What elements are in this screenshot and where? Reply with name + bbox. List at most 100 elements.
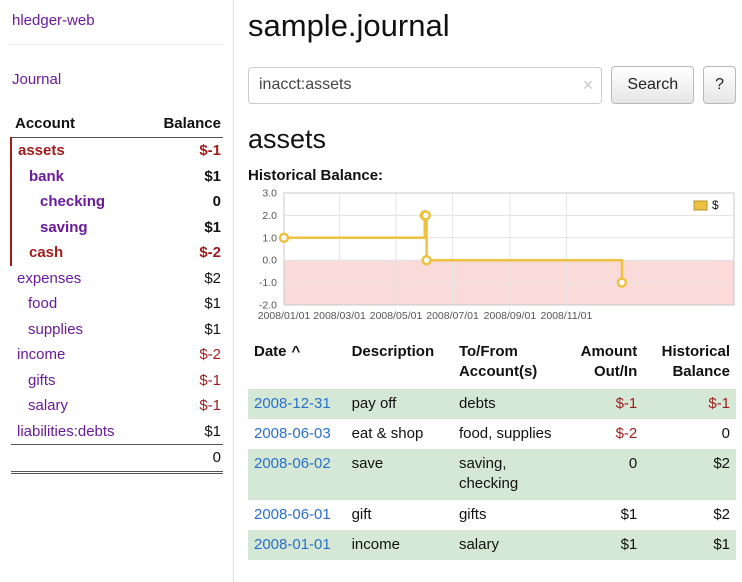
register-cell-amount: $-2	[615, 424, 638, 442]
account-balance: $2	[204, 269, 221, 287]
register-cell-accounts: salary	[458, 535, 499, 553]
register-cell-amount: $1	[620, 535, 638, 553]
account-link[interactable]: expenses	[17, 269, 82, 287]
journal-link[interactable]: Journal	[12, 71, 62, 88]
account-row: cash $-2	[9, 240, 223, 266]
register-cell-amount: $1	[620, 505, 638, 523]
account-row: bank $1	[9, 163, 223, 189]
account-balance: $-1	[199, 397, 221, 414]
search-input[interactable]	[248, 66, 603, 104]
register-header-description: Description	[351, 343, 435, 360]
register-row: 2008-12-31 pay off debts $-1 $-1	[248, 388, 736, 419]
register-header-accounts: To/From Account(s)	[458, 343, 538, 381]
register-cell-accounts: saving, checking	[458, 455, 519, 493]
account-row: expenses $2	[11, 266, 223, 292]
account-name-cell: saving	[9, 214, 144, 240]
account-row: supplies $1	[11, 317, 223, 343]
account-heading: assets	[248, 124, 327, 154]
register-row: 2008-06-01 gift gifts $1 $2	[248, 500, 736, 530]
register-cell-accounts: debts	[458, 394, 496, 412]
transaction-date-link[interactable]: 2008-01-01	[254, 535, 331, 553]
search-bar: × Search ?	[248, 66, 736, 104]
account-link[interactable]: saving	[40, 218, 88, 236]
account-name-cell: food	[11, 291, 143, 317]
account-link[interactable]: cash	[29, 244, 64, 261]
register-cell-accounts: gifts	[458, 505, 487, 523]
sidebar: hledger-web Journal Account Balance asse…	[0, 0, 234, 582]
register-cell-accounts: food, supplies	[458, 424, 552, 442]
register-cell-balance: $-1	[708, 394, 730, 412]
account-row: checking 0	[9, 189, 223, 215]
y-tick-label: 3.0	[262, 188, 277, 200]
register-header-date[interactable]: Date ^	[254, 343, 301, 360]
account-link[interactable]: salary	[28, 397, 69, 414]
register-header-balance: Historical Balance	[661, 343, 730, 381]
app-title-bar: hledger-web	[10, 10, 223, 45]
account-link[interactable]: checking	[40, 193, 106, 210]
y-tick-label: -1.0	[259, 277, 277, 289]
account-link[interactable]: assets	[18, 142, 65, 159]
chart-point	[616, 277, 628, 288]
transaction-date-link[interactable]: 2008-06-03	[254, 424, 331, 442]
y-tick-label: -2.0	[259, 300, 277, 312]
account-name-cell: income	[11, 342, 143, 368]
account-link[interactable]: supplies	[28, 320, 84, 338]
account-balance: $-1	[199, 142, 221, 159]
account-balance: $-2	[199, 346, 221, 363]
account-name-cell: checking	[9, 189, 144, 215]
search-box: ×	[248, 66, 603, 104]
account-link[interactable]: gifts	[28, 371, 56, 389]
account-link[interactable]: food	[28, 295, 58, 312]
y-tick-label: 2.0	[262, 210, 277, 222]
register-cell-balance: $2	[713, 505, 730, 523]
account-balance: $1	[204, 167, 221, 185]
register-row: 2008-06-02 save saving, checking 0 $2	[248, 449, 736, 500]
register-cell-balance: $2	[713, 455, 730, 472]
chart-point	[278, 232, 290, 244]
account-balance: $1	[204, 218, 221, 236]
account-name-cell: bank	[9, 163, 144, 189]
accounts-header-balance: Balance	[143, 113, 223, 138]
account-row: assets $-1	[9, 137, 223, 164]
app-home-link[interactable]: hledger-web	[12, 12, 95, 29]
x-tick-label: 2008/11/01	[541, 310, 593, 322]
legend-label: $	[712, 198, 719, 212]
account-row: liabilities:debts $1	[11, 419, 223, 445]
register-cell-date: 2008-12-31	[248, 389, 346, 419]
account-balance: $1	[204, 422, 221, 440]
register-header-amount: Amount Out/In	[580, 343, 638, 381]
account-name-cell: assets	[9, 137, 144, 164]
register-row: 2008-06-03 eat & shop food, supplies $-2 0	[248, 419, 736, 449]
x-tick-label: 2008/03/01	[313, 310, 366, 322]
transaction-date-link[interactable]: 2008-06-01	[254, 505, 331, 523]
account-link[interactable]: bank	[29, 167, 65, 185]
account-row: saving $1	[9, 214, 223, 240]
page-title: sample.journal	[248, 8, 450, 43]
clear-search-icon[interactable]: ×	[582, 75, 594, 95]
account-balance: 0	[212, 193, 221, 210]
x-tick-label: 2008/07/01	[426, 310, 479, 322]
account-balance: $-1	[199, 371, 221, 389]
account-name-cell: gifts	[11, 368, 143, 394]
account-row: gifts $-1	[11, 368, 223, 394]
register-header-row: Date ^ Description To/From Account(s) Amount O…	[248, 340, 736, 389]
accounts-table: Account Balance assets $-1 bank $1 checking 0…	[9, 113, 223, 474]
account-name-cell: salary	[11, 393, 143, 419]
register-row: 2008-01-01 income salary $1 $1	[248, 529, 736, 560]
transaction-date-link[interactable]: 2008-12-31	[254, 394, 331, 412]
register-table: Date ^ Description To/From Account(s) Amount O…	[248, 340, 736, 560]
accounts-total-row: 0	[11, 444, 223, 474]
transaction-date-link[interactable]: 2008-06-02	[254, 455, 331, 472]
register-cell-description: save	[351, 455, 384, 472]
account-link[interactable]: liabilities:debts	[17, 422, 115, 440]
account-balance: $1	[204, 320, 221, 338]
register-cell-date: 2008-06-01	[248, 500, 346, 530]
register-cell-amount: $-1	[615, 394, 638, 412]
account-name-cell: cash	[9, 240, 144, 266]
chart-point	[421, 254, 432, 266]
register-cell-date: 2008-06-03	[248, 419, 346, 449]
account-link[interactable]: income	[17, 346, 66, 363]
search-button[interactable]: Search	[611, 66, 695, 104]
help-button[interactable]: ?	[703, 66, 736, 104]
